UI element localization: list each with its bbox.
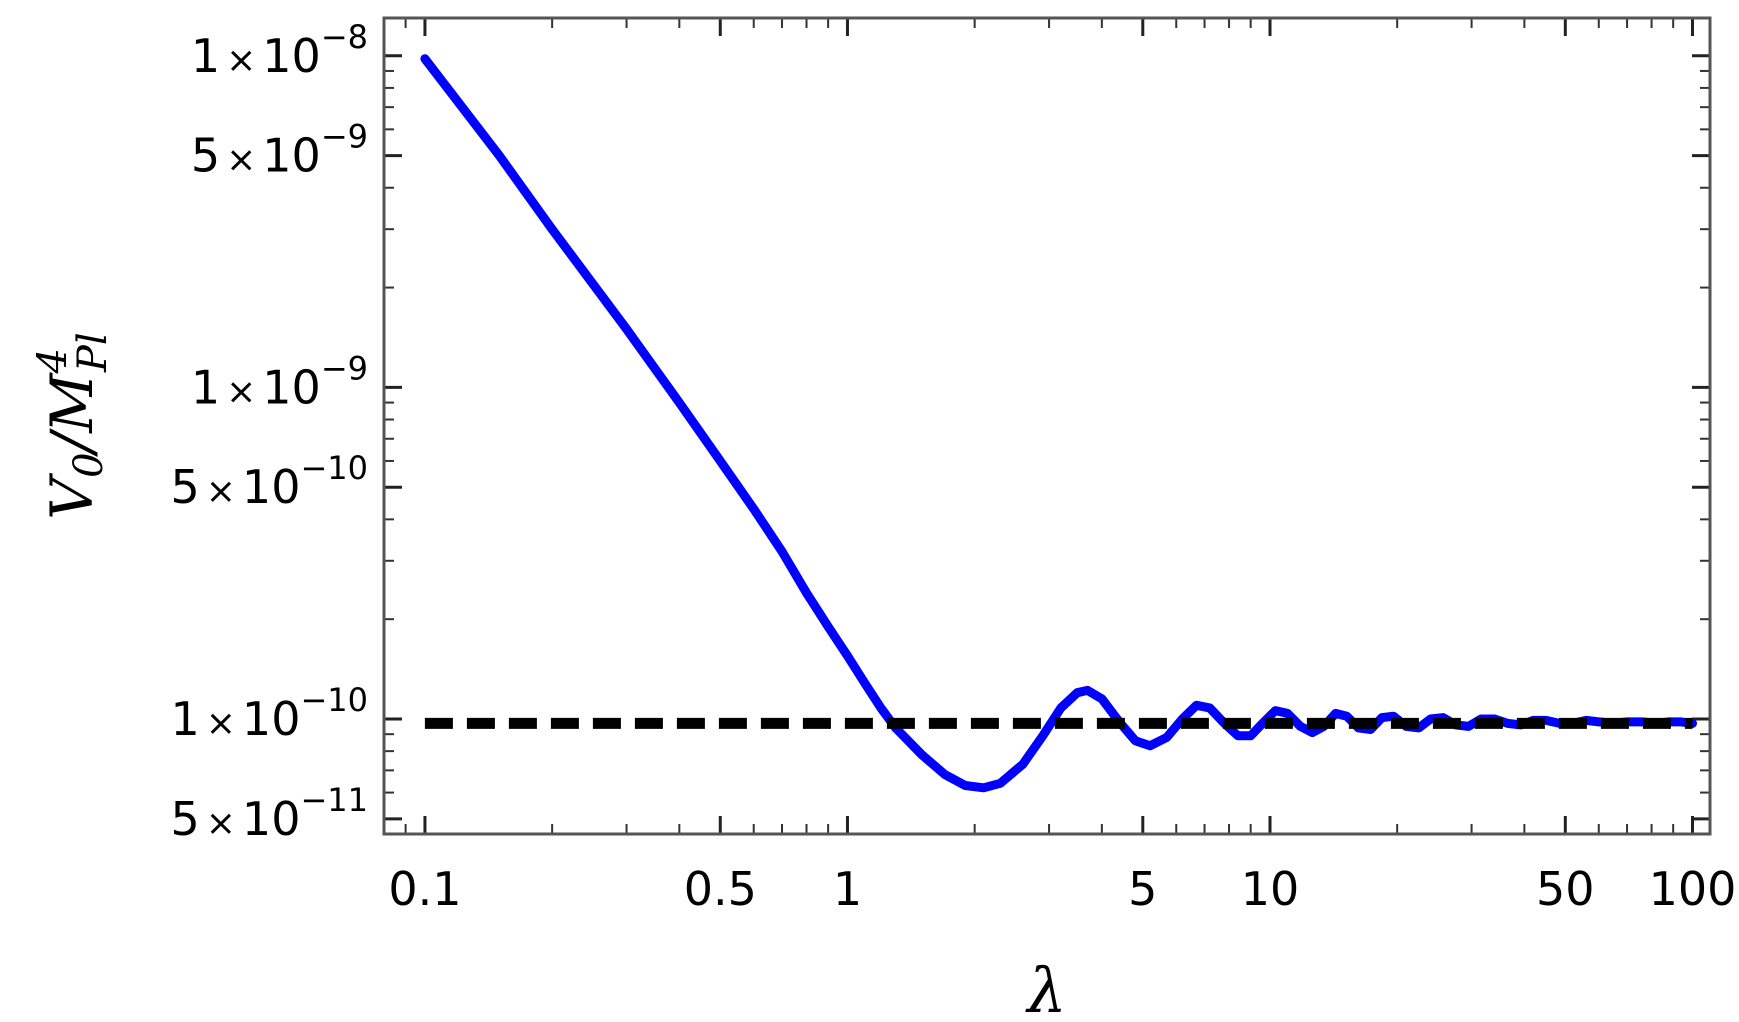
y-tick-mantissa: 1 <box>191 29 220 83</box>
y-axis-label: V0/M4Pl <box>30 332 116 519</box>
minor-ticks <box>383 18 1710 834</box>
x-axis-label: λ <box>1024 954 1066 1022</box>
y-tick-mantissa: 1 <box>170 692 199 746</box>
y-tick-mantissa: 5 <box>170 792 199 846</box>
major-ticks <box>384 18 1710 834</box>
y-tick-label: 1 × 10−10 <box>170 681 368 746</box>
y-tick-labels: 1 × 10−85 × 10−91 × 10−95 × 10−101 × 10−105 × 10−11 <box>170 18 368 846</box>
y-tick-base: 10 <box>242 692 301 746</box>
y-tick-mantissa: 1 <box>191 360 220 414</box>
x-tick-label: 50 <box>1536 862 1595 916</box>
y-tick-exponent: −11 <box>300 781 368 819</box>
y-tick-label: 1 × 10−9 <box>191 349 368 414</box>
y-axis-label-mass-sub: Pl <box>70 332 116 373</box>
y-tick-exponent: −9 <box>321 349 368 387</box>
x-tick-labels: 0.1 0.5 1 5 10 50 100 <box>388 862 1736 916</box>
x-tick-label: 10 <box>1241 862 1300 916</box>
y-axis-label-base-sub: 0 <box>66 452 112 477</box>
y-tick-times: × <box>206 703 236 744</box>
y-tick-base: 10 <box>262 129 321 183</box>
x-tick-label: 100 <box>1649 862 1737 916</box>
x-tick-label: 5 <box>1128 862 1157 916</box>
y-tick-label: 5 × 10−9 <box>191 118 368 183</box>
y-tick-label: 5 × 10−10 <box>170 449 368 514</box>
y-tick-label: 5 × 10−11 <box>170 781 368 846</box>
x-tick-label: 1 <box>833 862 862 916</box>
x-tick-label: 0.1 <box>388 862 461 916</box>
y-tick-times: × <box>226 140 256 181</box>
y-tick-exponent: −9 <box>321 118 368 156</box>
y-tick-mantissa: 5 <box>191 129 220 183</box>
series-line-0 <box>420 54 1697 793</box>
plot-frame <box>382 16 1712 836</box>
y-axis-label-mass-sup: 4 <box>30 348 76 374</box>
y-tick-exponent: −8 <box>321 18 368 56</box>
y-axis-label-base: V <box>38 473 106 520</box>
y-tick-times: × <box>226 40 256 81</box>
y-tick-exponent: −10 <box>300 681 368 719</box>
y-tick-base: 10 <box>262 29 321 83</box>
y-tick-mantissa: 5 <box>170 460 199 514</box>
y-tick-times: × <box>226 371 256 412</box>
y-tick-exponent: −10 <box>300 449 368 487</box>
x-tick-label: 0.5 <box>684 862 757 916</box>
y-axis-label-mass: M <box>38 372 106 434</box>
y-tick-times: × <box>206 471 236 512</box>
y-tick-times: × <box>206 803 236 844</box>
y-tick-base: 10 <box>262 360 321 414</box>
y-tick-base: 10 <box>242 792 301 846</box>
series-layer <box>420 54 1697 793</box>
y-tick-base: 10 <box>242 460 301 514</box>
y-tick-label: 1 × 10−8 <box>191 18 368 83</box>
